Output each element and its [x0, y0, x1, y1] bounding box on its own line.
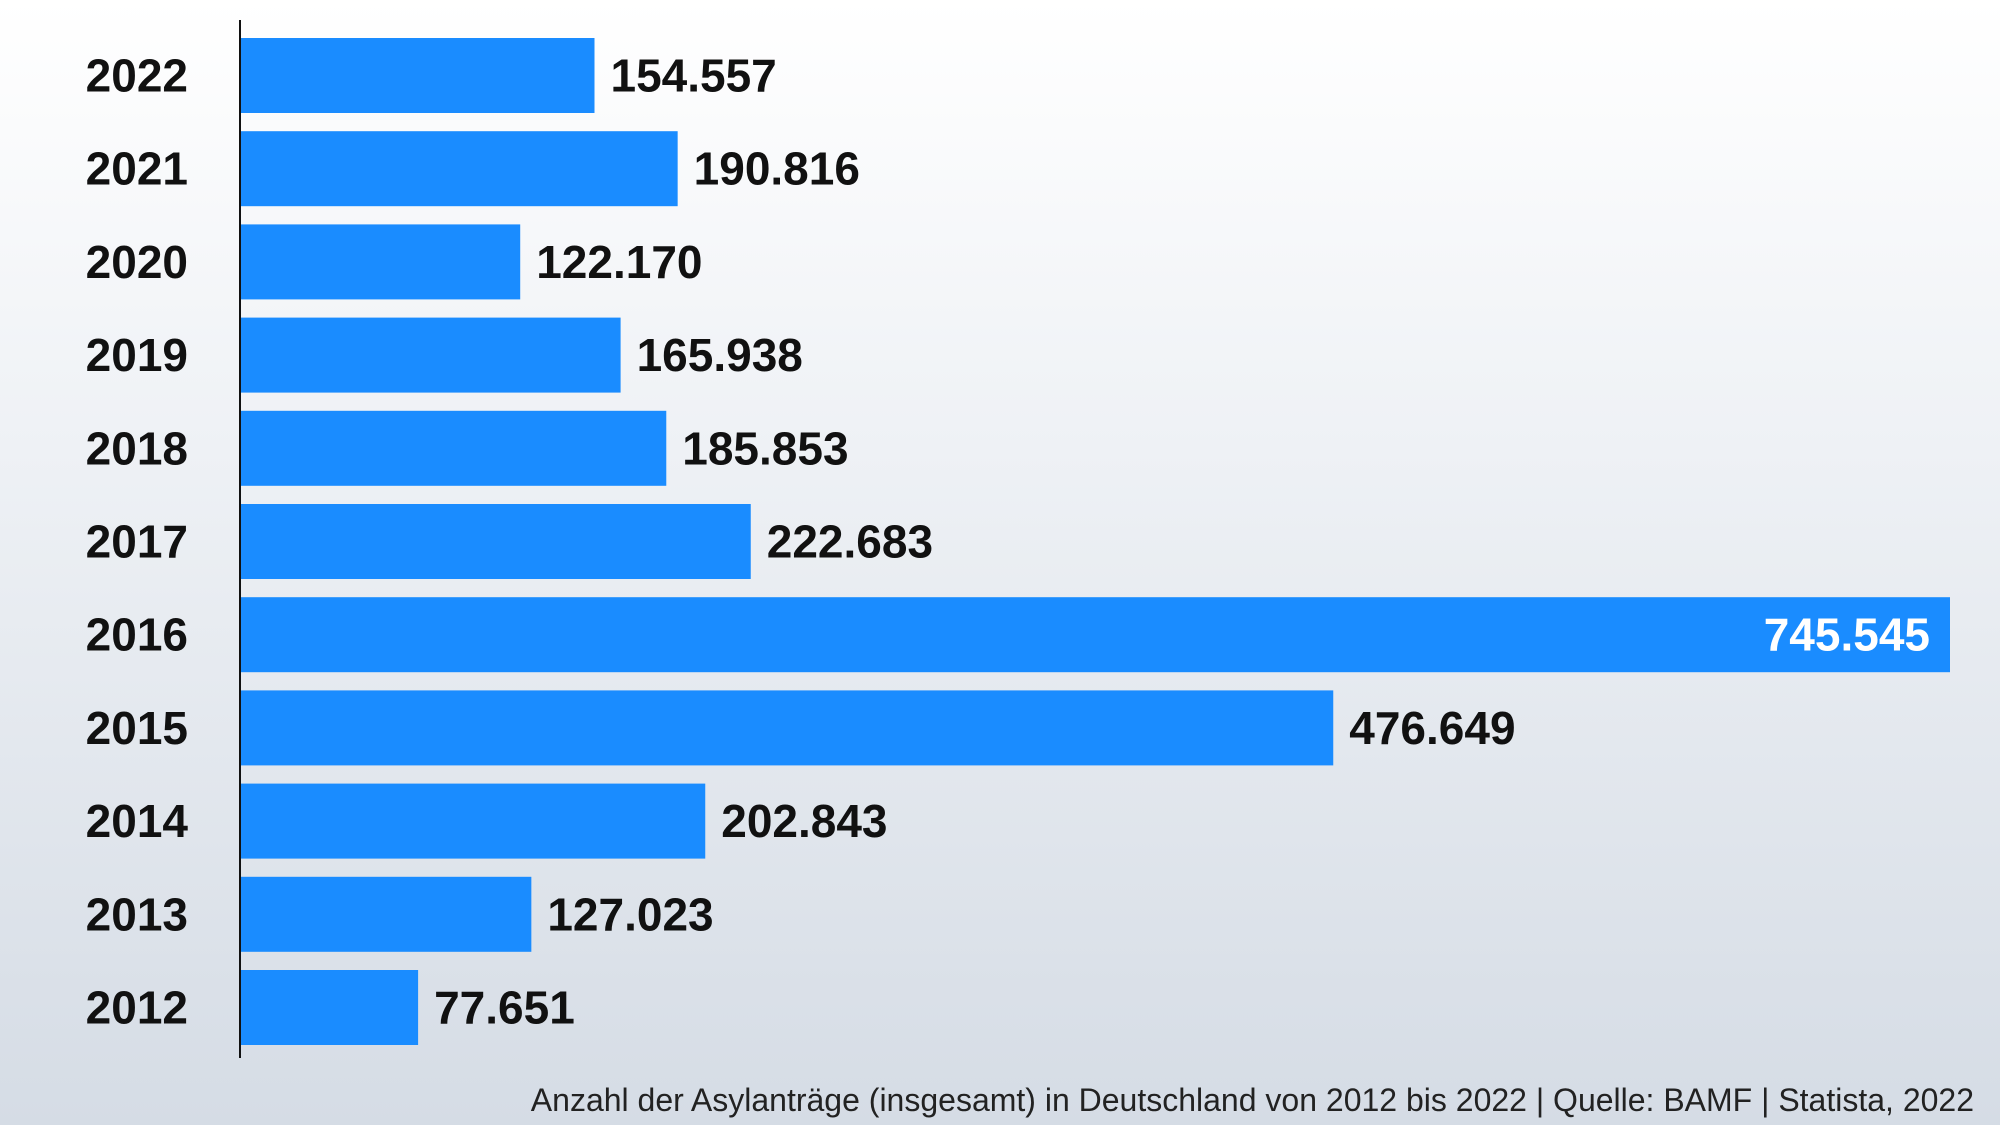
year-label-2019: 2019	[86, 329, 188, 381]
value-label-2012: 77.651	[434, 982, 575, 1034]
value-label-2013: 127.023	[547, 888, 713, 940]
bar-2015	[240, 690, 1334, 766]
chart-caption: Anzahl der Asylanträge (insgesamt) in De…	[530, 1082, 1974, 1118]
value-label-2019: 165.938	[637, 329, 803, 381]
value-label-2015: 476.649	[1349, 702, 1515, 754]
bar-2014	[240, 783, 706, 859]
value-label-2020: 122.170	[536, 236, 702, 288]
value-label-2021: 190.816	[694, 143, 860, 195]
value-labels-group: 154.557 190.816 122.170 165.938 185.853 222.6…	[434, 50, 1930, 1034]
bar-2019	[240, 317, 621, 393]
bars-group	[240, 38, 1950, 1045]
value-label-2018: 185.853	[682, 422, 848, 474]
year-label-2016: 2016	[86, 609, 188, 661]
year-label-2018: 2018	[86, 422, 188, 474]
year-label-2015: 2015	[86, 702, 188, 754]
bar-2018	[240, 410, 667, 486]
bar-2016	[240, 597, 1950, 673]
year-label-2017: 2017	[86, 516, 188, 568]
value-label-2016: 745.545	[1764, 609, 1930, 661]
bar-2017	[240, 504, 751, 579]
value-label-2017: 222.683	[767, 516, 933, 568]
bar-2012	[240, 970, 419, 1045]
bar-2022	[240, 38, 595, 113]
bar-2013	[240, 876, 532, 952]
bar-2021	[240, 131, 678, 207]
year-label-2013: 2013	[86, 888, 188, 940]
year-label-2021: 2021	[86, 143, 188, 195]
value-label-2014: 202.843	[721, 795, 887, 847]
value-label-2022: 154.557	[610, 50, 776, 102]
year-label-2022: 2022	[86, 50, 188, 102]
year-label-2014: 2014	[86, 795, 189, 847]
year-labels-group: 2022 2021 2020 2019 2018 2017 2016 2015 2014 2013…	[86, 50, 189, 1034]
year-label-2020: 2020	[86, 236, 188, 288]
bar-2020	[240, 224, 521, 300]
year-label-2012: 2012	[86, 982, 188, 1034]
